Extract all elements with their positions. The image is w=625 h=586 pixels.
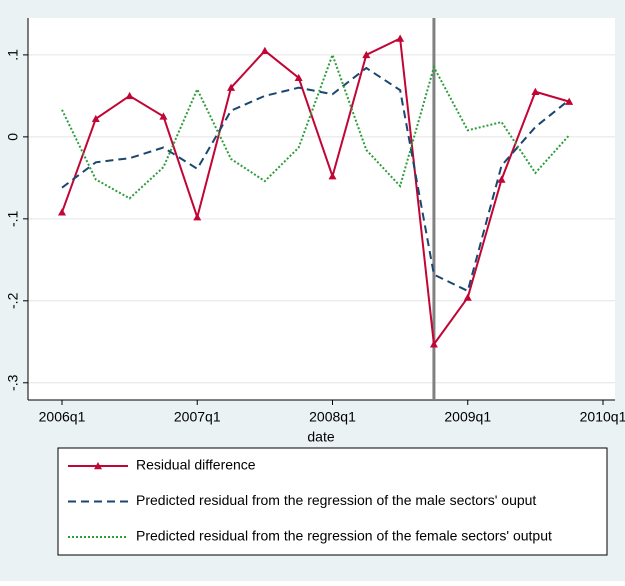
marker — [294, 73, 303, 82]
marker — [429, 340, 438, 348]
y-tick-label: -.3 — [5, 374, 21, 391]
y-tick-label: .1 — [5, 49, 21, 61]
x-tick-label: 2008q1 — [309, 409, 356, 425]
legend-label: Residual difference — [136, 457, 256, 473]
marker — [362, 50, 371, 59]
x-tick-label: 2009q1 — [444, 409, 491, 425]
series-line — [61, 51, 570, 200]
y-tick-label: 0 — [5, 133, 21, 141]
marker — [396, 34, 405, 42]
series-line — [61, 36, 570, 347]
legend — [57, 447, 608, 556]
legend-label: Predicted residual from the regression o… — [136, 492, 536, 508]
marker — [193, 213, 202, 221]
legend-marker — [94, 462, 102, 470]
marker — [497, 175, 506, 183]
marker — [565, 97, 574, 105]
marker — [260, 46, 269, 54]
marker — [463, 293, 472, 301]
marker — [227, 83, 236, 91]
x-axis-title: date — [307, 429, 334, 445]
marker — [531, 87, 540, 95]
marker — [159, 112, 168, 120]
marker — [328, 172, 337, 180]
y-tick-label: -.2 — [5, 292, 21, 309]
y-tick-label: -.1 — [5, 210, 21, 227]
legend-label: Predicted residual from the regression o… — [136, 528, 552, 544]
x-tick-label: 2007q1 — [174, 409, 221, 425]
plot-area — [28, 18, 615, 400]
series-line — [61, 66, 570, 293]
x-tick-label: 2010q1 — [580, 409, 625, 425]
marker — [125, 91, 134, 100]
marker — [91, 114, 100, 123]
marker — [58, 208, 66, 216]
x-tick-label: 2006q1 — [39, 409, 86, 425]
